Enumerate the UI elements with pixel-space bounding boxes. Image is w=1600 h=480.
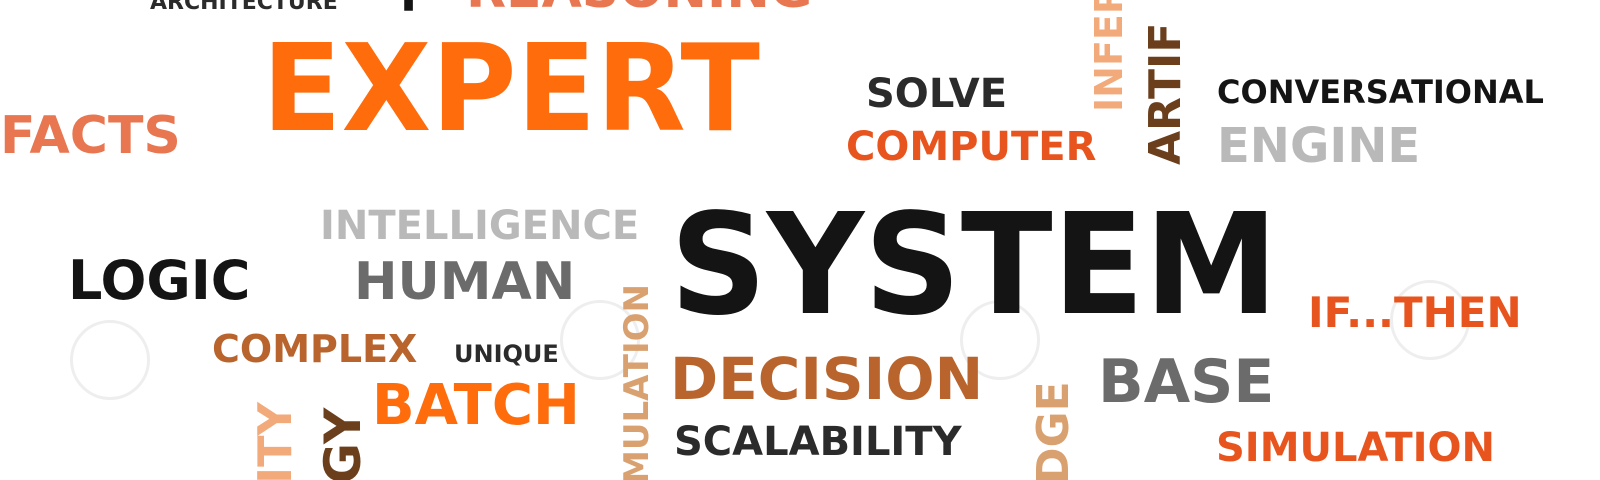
word-expert: EXPERT — [262, 20, 760, 159]
watermark-icon — [70, 320, 150, 400]
word-complex: COMPLEX — [212, 327, 418, 371]
word-simulation-vertical: MULATION — [617, 284, 657, 480]
word-computer: COMPUTER — [846, 124, 1097, 170]
word-reasoning: REASONING — [466, 0, 813, 16]
word-intelligence: INTELLIGENCE — [320, 203, 640, 249]
word-human: HUMAN — [354, 252, 576, 312]
word-simulation: SIMULATION — [1216, 425, 1495, 471]
word-base: BASE — [1098, 347, 1275, 417]
word-facts: FACTS — [0, 106, 181, 166]
word-decision: DECISION — [670, 345, 984, 413]
word-artificial: ARTIF — [1140, 22, 1191, 165]
word-batch: BATCH — [372, 373, 580, 438]
word-fragment-f: F — [400, 0, 431, 18]
word-logic: LOGIC — [68, 249, 251, 312]
word-gy: GY — [314, 407, 372, 480]
word-scalability: SCALABILITY — [674, 419, 962, 465]
word-knowledge: DGE — [1028, 381, 1079, 480]
word-unique: UNIQUE — [454, 340, 559, 368]
word-inference: INFER — [1087, 0, 1131, 112]
word-engine: ENGINE — [1217, 118, 1421, 174]
word-system: SYSTEM — [670, 184, 1279, 347]
word-architecture: ARCHITECTURE — [150, 0, 338, 15]
word-conversational: CONVERSATIONAL — [1217, 73, 1544, 111]
word-ity: ITY — [248, 402, 302, 480]
word-solve: SOLVE — [866, 71, 1008, 117]
word-if-then: IF...THEN — [1308, 288, 1522, 337]
